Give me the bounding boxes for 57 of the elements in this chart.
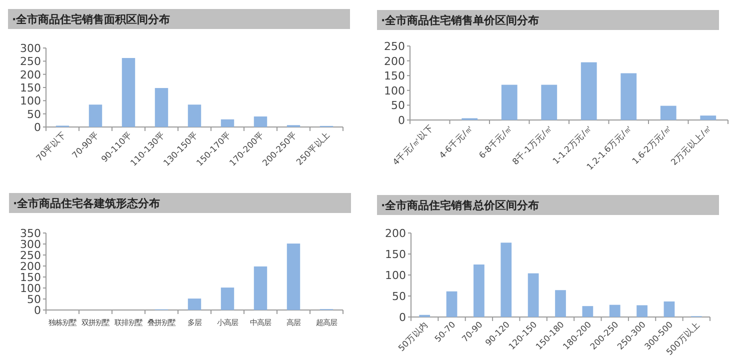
bar <box>582 306 594 317</box>
y-tick-label: 100 <box>20 94 41 108</box>
x-tick-label: 4-6千元/㎡ <box>437 122 476 162</box>
bar <box>220 119 234 127</box>
bar <box>609 304 620 317</box>
y-tick-label: 150 <box>385 248 406 261</box>
bar <box>580 62 597 120</box>
bar <box>220 288 234 310</box>
bar <box>188 298 202 310</box>
bar <box>286 244 300 310</box>
y-tick-label: 300 <box>20 42 41 55</box>
bar <box>500 242 512 317</box>
chart-title: ·全市商品住宅销售面积区间分布 <box>12 13 170 26</box>
y-tick-label: 200 <box>385 227 406 240</box>
y-tick-label: 50 <box>391 99 405 112</box>
bar <box>620 73 637 120</box>
y-tick-label: 150 <box>384 70 405 83</box>
bar <box>154 88 168 127</box>
bar <box>700 116 716 120</box>
y-tick-label: 150 <box>20 271 41 284</box>
bar <box>541 84 558 120</box>
bar <box>474 264 484 317</box>
bar <box>122 58 136 127</box>
y-tick-label: 150 <box>20 82 41 94</box>
y-tick-label: 100 <box>20 282 41 295</box>
bar <box>188 104 202 127</box>
y-tick-label: 0 <box>34 304 41 317</box>
y-tick-label: 200 <box>20 260 41 273</box>
bar <box>636 305 648 317</box>
y-tick-label: 300 <box>20 238 41 251</box>
y-tick-label: 200 <box>384 54 405 68</box>
y-tick-label: 50 <box>27 108 41 121</box>
chart-title: ·全市商品住宅各建筑形态分布 <box>13 197 160 210</box>
chart-title: ·全市商品住宅销售总价区间分布 <box>381 199 540 212</box>
chart-title: ·全市商品住宅销售单价区间分布 <box>381 14 540 27</box>
bar <box>664 301 675 317</box>
y-tick-label: 100 <box>384 84 405 98</box>
bar <box>254 116 268 127</box>
bar <box>501 84 518 120</box>
y-tick-label: 200 <box>20 68 41 82</box>
y-tick-label: 0 <box>34 121 41 134</box>
y-tick-label: 0 <box>398 114 405 127</box>
bar <box>446 291 458 317</box>
y-tick-label: 100 <box>385 269 406 282</box>
x-tick-label: 2万元以上/㎡ <box>668 122 714 168</box>
y-tick-label: 350 <box>20 227 41 240</box>
bar <box>660 106 676 120</box>
bar <box>254 266 268 310</box>
y-tick-label: 50 <box>392 290 406 303</box>
bar <box>88 104 102 127</box>
y-tick-label: 250 <box>20 55 41 68</box>
y-tick-label: 250 <box>384 40 405 53</box>
bar <box>555 290 566 317</box>
y-tick-label: 250 <box>20 249 41 262</box>
y-tick-label: 50 <box>27 293 41 306</box>
bar <box>528 273 539 317</box>
y-tick-label: 0 <box>399 311 406 324</box>
